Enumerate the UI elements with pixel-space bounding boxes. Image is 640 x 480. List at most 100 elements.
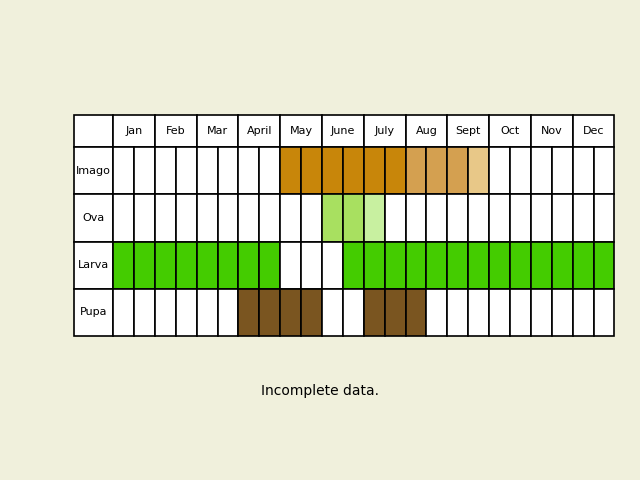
Bar [280,241,301,289]
Bar [510,147,531,194]
Bar [552,147,573,194]
Bar [489,241,510,289]
Bar [531,147,552,194]
Text: Sept: Sept [456,126,481,136]
Text: Aug: Aug [415,126,437,136]
Bar [531,194,552,241]
Bar [364,194,385,241]
Bar [301,241,322,289]
Bar [155,115,196,147]
Bar [531,115,573,147]
Bar [447,147,468,194]
Text: May: May [289,126,312,136]
Bar [74,115,113,147]
Bar [113,147,134,194]
Bar [385,194,406,241]
Bar [176,147,196,194]
Bar [113,194,134,241]
Bar [196,194,218,241]
Bar [552,289,573,336]
Bar [196,241,218,289]
Bar [552,241,573,289]
Bar [385,241,406,289]
Bar [239,194,259,241]
Bar [385,289,406,336]
Bar [343,147,364,194]
Bar [239,147,259,194]
Bar [259,289,280,336]
Bar [196,147,218,194]
Bar [593,241,614,289]
Bar [196,115,239,147]
Bar [155,194,176,241]
Bar [406,241,426,289]
Bar [322,147,343,194]
Text: July: July [374,126,395,136]
Bar [489,115,531,147]
Bar [239,115,280,147]
Bar [593,194,614,241]
Bar [134,241,155,289]
Bar [573,147,593,194]
Bar [468,289,489,336]
Bar [155,289,176,336]
Bar [322,289,343,336]
Bar [385,147,406,194]
Bar [468,147,489,194]
Bar [406,147,426,194]
Bar [510,241,531,289]
Text: Feb: Feb [166,126,186,136]
Bar [343,241,364,289]
Bar [176,194,196,241]
Bar [364,147,385,194]
Bar [322,241,343,289]
Bar [259,147,280,194]
Bar [447,289,468,336]
Bar [531,289,552,336]
Bar [573,194,593,241]
Text: Mar: Mar [207,126,228,136]
Bar [406,115,447,147]
Bar [489,289,510,336]
Text: Jan: Jan [125,126,143,136]
Bar [218,241,239,289]
Bar [322,194,343,241]
Bar [447,115,489,147]
Bar [239,289,259,336]
Text: June: June [331,126,355,136]
Bar [176,289,196,336]
Bar [155,241,176,289]
Bar [134,194,155,241]
Text: Dec: Dec [583,126,604,136]
Bar [510,289,531,336]
Bar [280,115,322,147]
Bar [426,289,447,336]
Text: Larva: Larva [77,260,109,270]
Bar [74,194,113,241]
Bar [113,289,134,336]
Bar [426,147,447,194]
Bar [343,289,364,336]
Bar [447,194,468,241]
Text: Imago: Imago [76,166,111,176]
Bar [426,241,447,289]
Bar [74,289,113,336]
Bar [218,194,239,241]
Bar [74,147,113,194]
Bar [468,241,489,289]
Bar [489,147,510,194]
Bar [593,147,614,194]
Bar [218,147,239,194]
Text: Pupa: Pupa [79,307,107,317]
Bar [364,241,385,289]
Bar [489,194,510,241]
Text: Oct: Oct [500,126,520,136]
Bar [259,241,280,289]
Bar [301,194,322,241]
Bar [426,194,447,241]
Bar [239,241,259,289]
Text: Nov: Nov [541,126,563,136]
Bar [364,289,385,336]
Bar [343,194,364,241]
Bar [552,194,573,241]
